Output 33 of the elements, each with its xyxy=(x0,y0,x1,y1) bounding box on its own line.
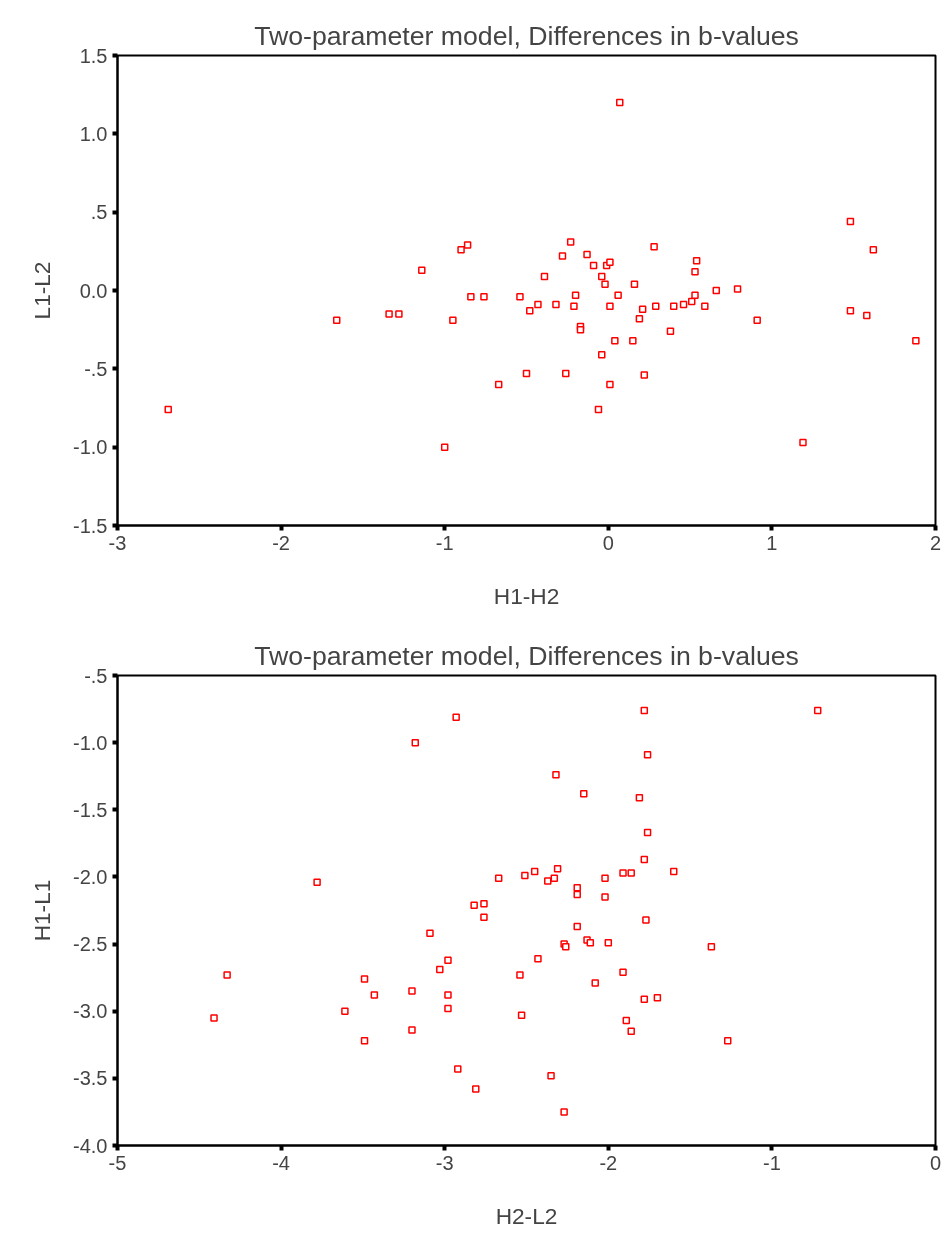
y-axis-title: H1-L1 xyxy=(29,879,56,942)
x-tick-label: -3 xyxy=(108,531,127,554)
y-tick-label: -.5 xyxy=(84,357,108,380)
x-tick-label: 0 xyxy=(602,531,614,554)
chart-title: Two-parameter model, Differences in b-values xyxy=(254,20,799,51)
x-tick-label: -2 xyxy=(272,531,291,554)
x-tick-label: -2 xyxy=(599,1151,618,1174)
y-tick-label: 0.0 xyxy=(79,279,108,302)
x-tick-label: -4 xyxy=(272,1151,291,1174)
x-tick-label: 1 xyxy=(766,531,778,554)
y-tick-label: -1.0 xyxy=(73,436,108,459)
y-tick-label: -2.5 xyxy=(73,933,108,956)
y-tick-label: 1.5 xyxy=(79,44,108,67)
x-tick-label: -1 xyxy=(763,1151,781,1174)
y-tick-label: -2.0 xyxy=(73,865,108,888)
x-tick-label: 0 xyxy=(929,1151,942,1174)
x-axis-title: H2-L2 xyxy=(495,1202,558,1229)
y-tick-label: 1.0 xyxy=(79,122,108,145)
x-tick-label: -1 xyxy=(435,531,454,554)
x-tick-label: -3 xyxy=(435,1151,454,1174)
y-tick-label: -1.0 xyxy=(73,731,108,754)
x-tick-label: -5 xyxy=(108,1151,127,1174)
x-axis-title: H1-H2 xyxy=(493,582,560,609)
y-tick-label: -1.5 xyxy=(73,798,108,821)
y-tick-label: .5 xyxy=(90,201,108,224)
x-tick-label: 2 xyxy=(929,531,942,554)
y-tick-label: -3.0 xyxy=(73,1000,108,1023)
y-tick-label: -4.0 xyxy=(73,1134,108,1157)
y-axis-title: L1-L2 xyxy=(29,261,56,320)
y-tick-label: -.5 xyxy=(84,664,108,687)
y-tick-label: -1.5 xyxy=(73,514,108,537)
chart-title: Two-parameter model, Differences in b-values xyxy=(254,640,799,671)
y-tick-label: -3.5 xyxy=(73,1067,108,1090)
